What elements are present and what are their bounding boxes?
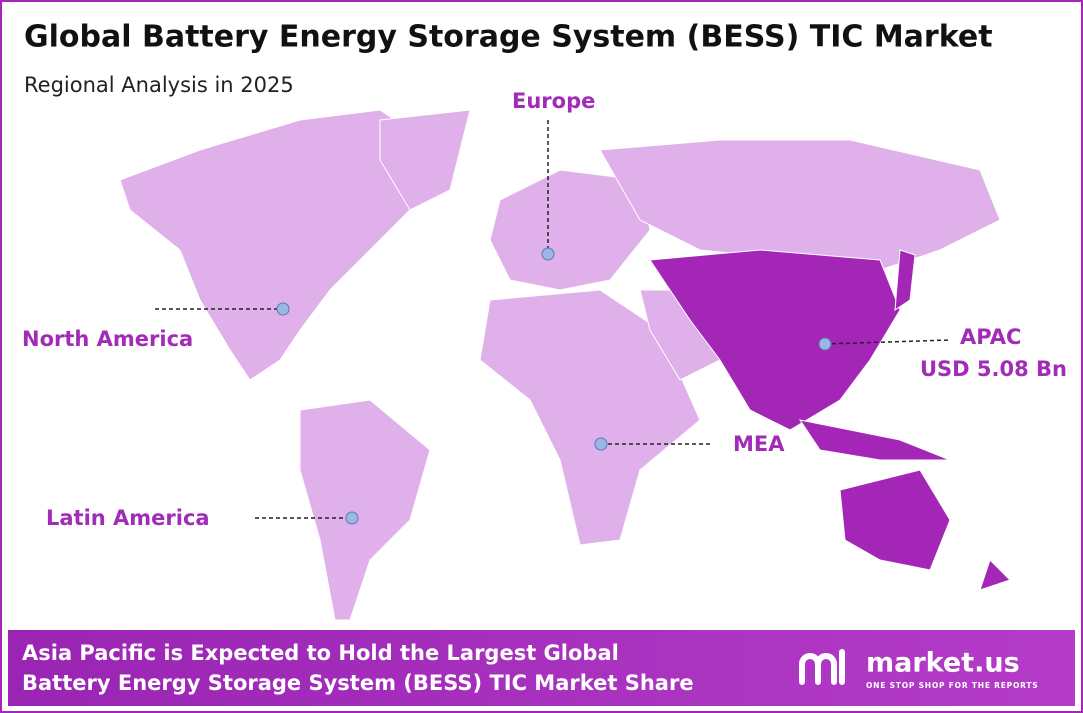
title: Global Battery Energy Storage System (BE… [24,20,993,55]
region-label: North America [22,327,193,351]
logo: market.us ONE STOP SHOP FOR THE REPORTS [799,648,1039,690]
north-asia [599,139,1001,271]
region-value: USD 5.08 Bn [920,357,1067,381]
new-zealand [979,559,1011,591]
region-markers: Europe North America APAC USD 5.08 Bn ME… [22,89,1067,530]
south-america [299,399,431,621]
tagline: ONE STOP SHOP FOR THE REPORTS [866,681,1039,690]
footer-text: Battery Energy Storage System (BESS) TIC… [22,671,694,695]
footer-text: Asia Pacific is Expected to Hold the Lar… [22,641,619,665]
region-label: MEA [733,432,785,456]
southeast-islands [798,419,951,461]
asia-pacific [649,249,901,431]
marker [276,302,290,316]
region-label: Latin America [46,506,210,530]
greenland [379,109,471,211]
region-label: Europe [512,89,595,113]
australia [839,469,951,571]
marker [594,437,608,451]
world-map [119,109,1011,621]
region-label: APAC [960,325,1021,349]
europe [489,169,651,291]
footer-band [8,630,1075,706]
brand: market.us [866,648,1020,679]
japan [894,249,916,311]
africa [479,289,701,546]
marker [541,247,555,261]
subtitle: Regional Analysis in 2025 [24,73,294,97]
marker [818,337,832,351]
north-america [119,109,441,381]
marker [345,511,359,525]
logo-icon [799,649,845,685]
